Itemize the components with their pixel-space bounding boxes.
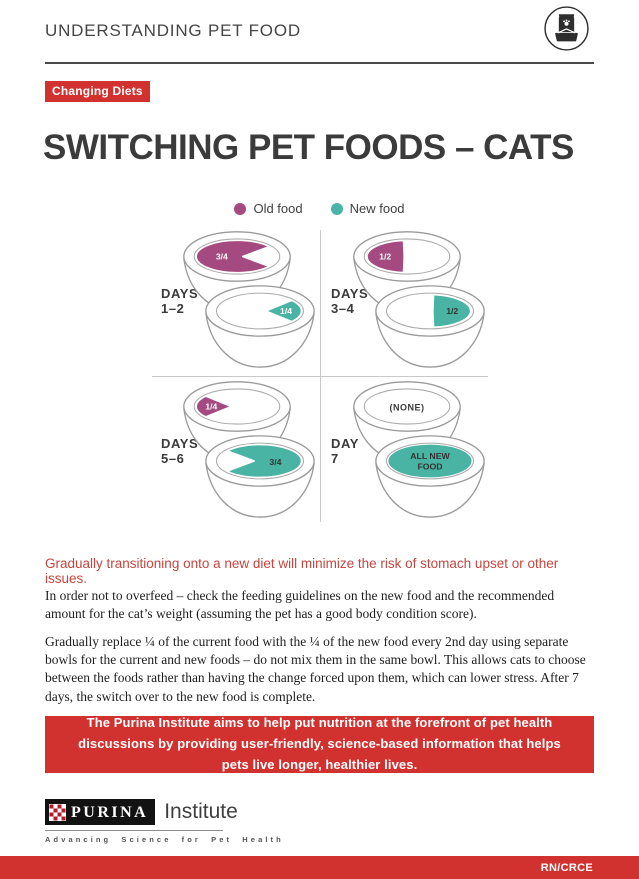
svg-text:3/4: 3/4	[216, 251, 228, 261]
legend-item-new-food: New food	[330, 201, 405, 216]
topic-badge: Changing Diets	[45, 81, 150, 102]
new-food-bowl: ALL NEW FOOD	[372, 432, 488, 524]
day-label: DAYS 5–6	[161, 436, 199, 467]
purina-wordmark: PURINA	[45, 799, 156, 825]
new-food-color-dot-icon	[330, 202, 343, 215]
diagram-horizontal-divider	[152, 376, 488, 377]
old-food-color-dot-icon	[234, 202, 247, 215]
callout-text: Gradually transitioning onto a new diet …	[45, 556, 559, 586]
quadrant-days-3-4: DAYS 3–4 1/2 1/2	[320, 226, 490, 376]
document-category-title: UNDERSTANDING PET FOOD	[45, 21, 301, 40]
day-label: DAY 7	[331, 436, 360, 467]
new-food-bowl: 1/4	[202, 282, 318, 374]
quadrant-day-7: DAY 7 (NONE) ALL NEW FOOD	[320, 376, 490, 526]
day-label: DAYS 3–4	[331, 286, 369, 317]
logo-tagline: Advancing Science for Pet Health	[45, 835, 284, 844]
paragraph: In order not to overfeed – check the fee…	[45, 588, 555, 622]
legend-label: New food	[349, 201, 405, 216]
info-box: The Purina Institute aims to help put nu…	[45, 715, 594, 773]
purina-institute-logo: PURINA Institute Advancing Science for P…	[45, 799, 284, 844]
new-food-bowl: 1/2	[372, 282, 488, 374]
logo-divider	[45, 830, 223, 831]
legend-item-old-food: Old food	[234, 201, 303, 216]
svg-text:ALL NEW: ALL NEW	[410, 451, 450, 461]
svg-text:1/2: 1/2	[446, 306, 458, 316]
purina-brand-text: PURINA	[71, 803, 149, 821]
purina-checkerboard-icon	[49, 803, 66, 821]
page-title: SWITCHING PET FOODS – CATS	[43, 128, 574, 167]
header-divider	[45, 62, 594, 64]
svg-text:FOOD: FOOD	[417, 462, 442, 472]
document-code: RN/CRCE	[540, 861, 593, 874]
svg-text:3/4: 3/4	[269, 457, 281, 467]
institute-text: Institute	[164, 800, 238, 823]
pet-food-bag-and-bowl-icon	[543, 5, 590, 52]
svg-text:(NONE): (NONE)	[390, 402, 425, 412]
footer-bar: RN/CRCE	[0, 856, 639, 879]
paragraph: Gradually replace ¼ of the current food …	[45, 633, 586, 704]
day-label: DAYS 1–2	[161, 286, 199, 317]
svg-text:1/2: 1/2	[379, 251, 391, 261]
quadrant-days-1-2: DAYS 1–2 3/4 1/4	[150, 226, 320, 376]
legend: Old food New food	[0, 201, 639, 216]
legend-label: Old food	[253, 201, 303, 216]
svg-text:1/4: 1/4	[280, 306, 292, 316]
svg-text:1/4: 1/4	[205, 401, 217, 411]
transition-diagram: DAYS 1–2 3/4 1/4 DAYS 3–4 1/2 1/2 DAYS 5–6 1/4 3/4 D…	[150, 226, 490, 526]
quadrant-days-5-6: DAYS 5–6 1/4 3/4	[150, 376, 320, 526]
new-food-bowl: 3/4	[202, 432, 318, 524]
info-box-text: The Purina Institute aims to help put nu…	[78, 715, 561, 772]
